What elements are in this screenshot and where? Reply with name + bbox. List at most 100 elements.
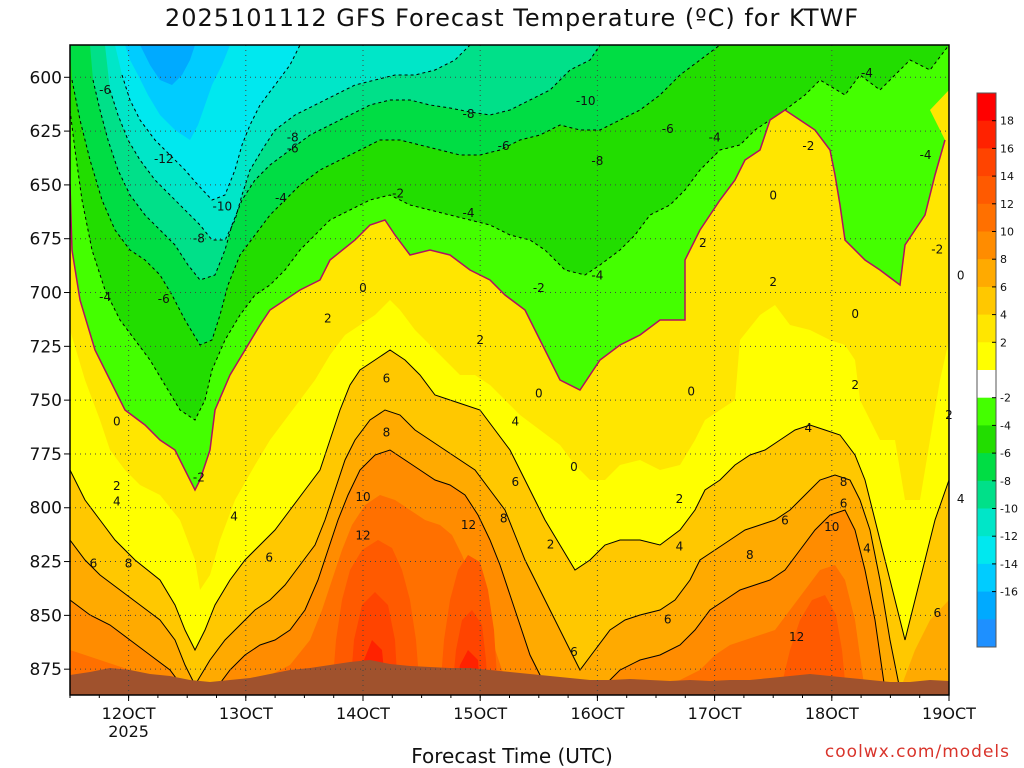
contour-label: 2 — [851, 378, 859, 392]
colorbar-tick-label: 10 — [1000, 226, 1014, 239]
contour-label: -2 — [931, 242, 943, 256]
contour-label: 6 — [383, 372, 391, 386]
contour-label: 12 — [355, 529, 370, 543]
colorbar-swatch — [977, 508, 996, 537]
x-tick-label: 14OCT — [336, 704, 390, 723]
y-tick-label: 750 — [30, 391, 62, 411]
x-axis-title: Forecast Time (UTC) — [411, 744, 613, 768]
colorbar-swatch — [977, 176, 996, 205]
contour-label: 0 — [687, 385, 695, 399]
colorbar-tick-label: 2 — [1000, 336, 1007, 349]
y-axis: 600 625 650 675 700 725 750 775 800 825 850 875 — [30, 68, 70, 680]
x-year-label: 2025 — [108, 722, 149, 741]
y-tick-label: 725 — [30, 337, 62, 357]
colorbar-tick-label: 18 — [1000, 115, 1014, 128]
x-tick-label: 18OCT — [805, 704, 859, 723]
contour-label: 6 — [664, 613, 672, 627]
colorbar-swatch — [977, 563, 996, 593]
contour-label: 8 — [840, 475, 848, 489]
colorbar-swatch — [977, 259, 996, 288]
contour-label: 0 — [957, 268, 965, 282]
x-tick-label: 12OCT — [102, 704, 156, 723]
contour-label: 12 — [461, 518, 476, 532]
colorbar-tick-label: -4 — [1000, 419, 1011, 432]
contour-label: 0 — [359, 281, 367, 295]
band-minus-16 — [140, 45, 195, 85]
contour-label: 0 — [113, 415, 121, 429]
colorbar-tick-label: 8 — [1000, 253, 1007, 266]
contour-label: 10 — [355, 490, 370, 504]
colorbar-tick-label: 12 — [1000, 198, 1014, 211]
contour-label: 6 — [781, 514, 789, 528]
colorbar: 18 16 14 12 10 8 6 4 2 -2 -4 -6 -8 -10 -12 -14 -16 — [976, 92, 1018, 648]
colorbar-swatch — [977, 425, 996, 454]
contour-label: -8 — [462, 107, 474, 121]
x-tick-label: 16OCT — [570, 704, 624, 723]
colorbar-swatch — [977, 342, 996, 371]
contour-label: -6 — [287, 141, 299, 155]
y-tick-label: 850 — [30, 606, 62, 626]
contour-label: -2 — [533, 281, 545, 295]
contour-label: -2 — [802, 139, 814, 153]
contour-label: 6 — [90, 557, 98, 571]
band-plus-10 — [70, 495, 949, 695]
colorbar-swatch — [977, 536, 996, 565]
colorbar-tick-label: 4 — [1000, 309, 1007, 322]
contour-label: -8 — [591, 154, 603, 168]
contour-label: -6 — [99, 83, 111, 97]
colorbar-tick-label: -6 — [1000, 447, 1011, 460]
x-tick-label: 15OCT — [453, 704, 507, 723]
contour-label: 0 — [570, 460, 578, 474]
y-tick-label: 800 — [30, 499, 62, 519]
contour-label: 6 — [570, 645, 578, 659]
contour-label: -6 — [498, 139, 510, 153]
y-tick-label: 775 — [30, 445, 62, 465]
contour-label: 2 — [547, 537, 555, 551]
contour-label: 6 — [512, 475, 520, 489]
contour-label: -2 — [193, 471, 205, 485]
credit-text: coolwx.com/models — [824, 742, 1010, 762]
contour-label: 2 — [476, 333, 484, 347]
contour-label: -4 — [920, 148, 932, 162]
contour-label: 6 — [933, 606, 941, 620]
contour-label: -10 — [213, 199, 233, 213]
contour-label: -8 — [193, 232, 205, 246]
colorbar-tick-label: 6 — [1000, 281, 1007, 294]
temperature-field — [70, 45, 949, 695]
contour-label: -12 — [154, 152, 174, 166]
colorbar-tick-label: 16 — [1000, 142, 1014, 155]
colorbar-swatch — [977, 370, 996, 399]
band-plus-8 — [70, 450, 949, 695]
contour-label: 2 — [769, 275, 777, 289]
contour-labels: -12-10-10-8-8-8-8-6-6-6 -6-6-4-4-4-4-4-4-… — [90, 66, 965, 659]
contour-label: 2 — [699, 236, 707, 250]
contour-label: 10 — [824, 520, 839, 534]
contour-label: 6 — [840, 496, 848, 510]
chart-title: 2025101112 GFS Forecast Temperature (ºC)… — [164, 4, 860, 32]
colorbar-tick-label: -12 — [1000, 530, 1018, 543]
terrain — [70, 660, 949, 695]
contour-label: 0 — [535, 387, 543, 401]
y-tick-label: 600 — [30, 68, 62, 88]
contour-label: 4 — [805, 421, 813, 435]
x-tick-label: 17OCT — [688, 704, 742, 723]
contour-label: 0 — [769, 189, 777, 203]
contour-label: 2 — [113, 479, 121, 493]
colorbar-tick-label: -14 — [1000, 558, 1018, 571]
contour-label: -4 — [462, 206, 474, 220]
colorbar-swatch — [977, 148, 996, 177]
colorbar-swatch — [977, 203, 996, 232]
y-tick-label: 825 — [30, 553, 62, 573]
contour-label: 8 — [125, 557, 133, 571]
contour-lines — [70, 45, 949, 691]
contour-label: 4 — [676, 539, 684, 553]
contour-label: 4 — [957, 492, 965, 506]
contour-label: -2 — [392, 187, 404, 201]
contour-label: 2 — [676, 492, 684, 506]
y-tick-label: 625 — [30, 122, 62, 142]
contour-label: 8 — [500, 512, 508, 526]
contour-label: -4 — [275, 191, 287, 205]
colorbar-tick-label: -8 — [1000, 475, 1011, 488]
contour-label: 0 — [851, 307, 859, 321]
